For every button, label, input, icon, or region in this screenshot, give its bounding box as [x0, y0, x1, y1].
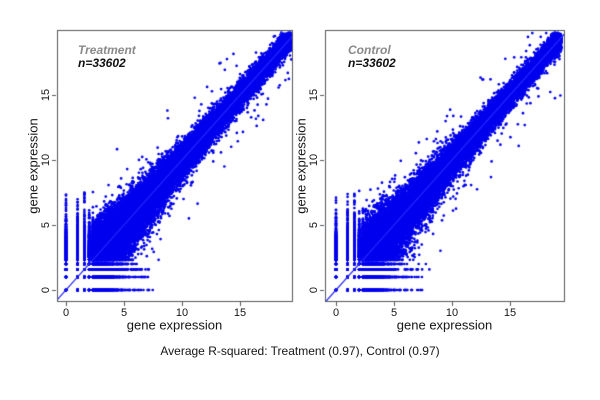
y-tick-label: 15 — [40, 88, 52, 102]
x-tick-label: 5 — [120, 306, 128, 319]
y-tick-label: 5 — [308, 221, 320, 229]
figure-caption: Average R-squared: Treatment (0.97), Con… — [160, 344, 440, 358]
x-tick-label: 15 — [233, 306, 247, 319]
panel-n-label: n=33602 — [78, 55, 126, 70]
x-tick-label: 0 — [332, 306, 340, 319]
y-tick-label: 5 — [40, 221, 52, 229]
x-tick-label: 10 — [175, 306, 189, 319]
y-axis-label: gene expression — [25, 117, 41, 214]
x-axis-label: gene expression — [126, 317, 223, 332]
y-axis-label: gene expression — [293, 117, 309, 214]
y-tick-label: 0 — [308, 286, 320, 294]
panel-title: Control — [348, 43, 391, 57]
y-tick-label: 0 — [40, 286, 52, 294]
panel-n-label: n=33602 — [348, 55, 396, 70]
x-tick-label: 15 — [503, 306, 517, 319]
panel-title: Treatment — [78, 43, 136, 57]
y-tick-label: 10 — [308, 153, 320, 167]
y-tick-label: 15 — [308, 88, 320, 102]
x-tick-label: 0 — [62, 306, 70, 319]
x-tick-label: 10 — [445, 306, 459, 319]
x-axis-label: gene expression — [396, 317, 493, 332]
x-tick-label: 5 — [390, 306, 398, 319]
y-tick-label: 10 — [40, 153, 52, 167]
